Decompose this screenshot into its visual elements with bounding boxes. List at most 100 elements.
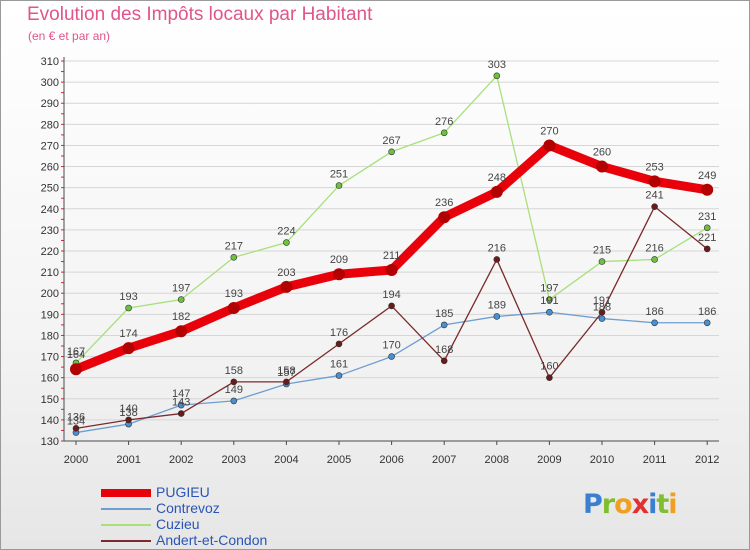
data-point xyxy=(177,410,185,417)
y-tick-label: 210 xyxy=(41,267,59,279)
y-tick-label: 240 xyxy=(41,204,59,216)
data-label: 160 xyxy=(540,361,558,373)
data-label: 189 xyxy=(488,299,506,311)
data-point xyxy=(493,256,501,263)
x-tick-label: 2012 xyxy=(695,454,719,466)
data-label: 194 xyxy=(382,289,400,301)
data-label: 174 xyxy=(119,328,137,340)
data-label: 134 xyxy=(67,416,85,428)
data-point xyxy=(648,175,661,188)
data-point xyxy=(177,296,185,303)
data-label: 216 xyxy=(488,242,506,254)
data-label: 211 xyxy=(383,250,401,262)
data-point xyxy=(122,342,135,355)
data-label: 217 xyxy=(225,240,243,252)
data-label: 276 xyxy=(435,116,453,128)
data-label: 236 xyxy=(435,197,453,209)
data-point xyxy=(333,268,345,281)
data-label: 267 xyxy=(382,135,400,147)
data-point xyxy=(388,302,395,310)
data-label: 203 xyxy=(277,267,295,279)
data-point xyxy=(598,258,606,265)
legend-swatch-pugieu xyxy=(101,489,151,497)
data-point xyxy=(493,313,501,320)
data-point xyxy=(546,374,553,381)
data-label: 147 xyxy=(172,388,190,400)
data-point xyxy=(490,185,503,198)
y-tick-label: 130 xyxy=(41,436,59,448)
data-label: 158 xyxy=(225,365,243,377)
legend-item-pugieu: PUGIEU xyxy=(101,484,381,501)
data-label: 161 xyxy=(330,359,348,371)
data-label: 303 xyxy=(488,59,506,71)
y-tick-label: 300 xyxy=(41,77,59,89)
data-point xyxy=(230,397,238,405)
data-label: 186 xyxy=(698,306,716,318)
data-label: 176 xyxy=(330,327,348,339)
legend-swatch-andert-et-condon xyxy=(101,540,151,542)
data-point xyxy=(440,321,448,329)
data-point xyxy=(177,401,185,409)
x-tick-label: 2003 xyxy=(222,454,246,466)
data-label: 193 xyxy=(225,288,243,300)
data-point xyxy=(283,378,290,386)
data-label: 136 xyxy=(67,411,85,423)
data-label: 188 xyxy=(593,302,611,314)
data-point xyxy=(125,304,132,312)
data-label: 167 xyxy=(67,346,85,358)
data-label: 157 xyxy=(277,367,295,379)
data-label: 248 xyxy=(488,172,506,184)
data-point xyxy=(283,239,290,246)
series-line-andert-et-condon xyxy=(75,206,708,429)
data-label: 253 xyxy=(645,161,663,173)
chart-subtitle: (en € et par an) xyxy=(28,29,111,43)
data-label: 197 xyxy=(540,283,558,295)
data-point xyxy=(230,254,238,261)
data-point xyxy=(703,319,711,327)
y-tick-label: 150 xyxy=(41,394,59,406)
data-point xyxy=(388,353,395,360)
y-tick-label: 140 xyxy=(41,415,59,427)
legend-item-andert-et-condon: Andert-et-Condon xyxy=(101,532,381,549)
y-tick-label: 250 xyxy=(41,183,59,195)
data-point xyxy=(546,308,553,316)
y-tick-label: 260 xyxy=(41,162,59,174)
legend-label-contrevoz: Contrevoz xyxy=(156,500,220,516)
data-point xyxy=(598,315,606,322)
data-point xyxy=(335,372,343,379)
data-point xyxy=(703,245,711,253)
data-point xyxy=(651,319,658,327)
data-point xyxy=(651,256,658,263)
data-label: 241 xyxy=(645,190,663,202)
data-label: 168 xyxy=(435,344,453,356)
data-label: 143 xyxy=(172,397,190,409)
data-point xyxy=(596,160,608,173)
data-label: 216 xyxy=(645,242,663,254)
data-point xyxy=(125,416,132,424)
data-point xyxy=(70,363,82,376)
data-label: 191 xyxy=(540,295,558,307)
y-tick-label: 220 xyxy=(41,246,59,258)
data-point xyxy=(440,357,448,365)
data-point xyxy=(280,280,293,293)
data-label: 186 xyxy=(645,306,663,318)
data-label: 185 xyxy=(435,308,453,320)
data-point xyxy=(703,224,711,232)
data-label: 164 xyxy=(67,349,85,361)
legend-swatch-contrevoz xyxy=(101,508,151,510)
data-point xyxy=(230,378,238,386)
data-point xyxy=(227,302,240,314)
data-label: 224 xyxy=(277,226,295,238)
y-tick-label: 170 xyxy=(41,352,59,364)
data-point xyxy=(546,296,553,303)
data-point xyxy=(175,325,188,338)
y-tick-label: 160 xyxy=(41,373,59,385)
data-point xyxy=(543,139,556,152)
proxiti-logo: Proxiti xyxy=(583,489,678,520)
x-tick-label: 2006 xyxy=(379,454,403,466)
x-tick-label: 2011 xyxy=(643,454,667,466)
y-tick-label: 270 xyxy=(41,140,59,152)
x-tick-label: 2007 xyxy=(432,454,456,466)
data-label: 197 xyxy=(172,283,190,295)
x-tick-label: 2005 xyxy=(327,454,351,466)
